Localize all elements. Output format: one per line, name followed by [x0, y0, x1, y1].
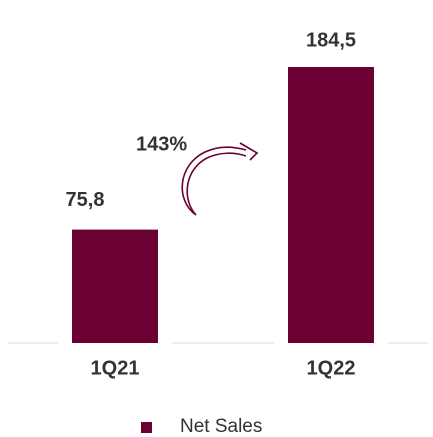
growth-arrow — [181, 142, 259, 216]
value-label: 184,5 — [306, 29, 356, 51]
legend-swatch — [141, 422, 152, 433]
arrow-head — [239, 142, 259, 161]
value-label: 75,8 — [66, 189, 105, 211]
bar — [288, 67, 374, 343]
bar — [72, 229, 158, 343]
x-tick-label: 1Q21 — [91, 357, 140, 379]
annotation: 143% — [136, 133, 187, 155]
arrow-curve — [181, 146, 247, 216]
x-tick-label: 1Q22 — [307, 357, 356, 379]
arrow-curve-inner — [186, 152, 247, 216]
legend-label: Net Sales — [180, 416, 262, 437]
